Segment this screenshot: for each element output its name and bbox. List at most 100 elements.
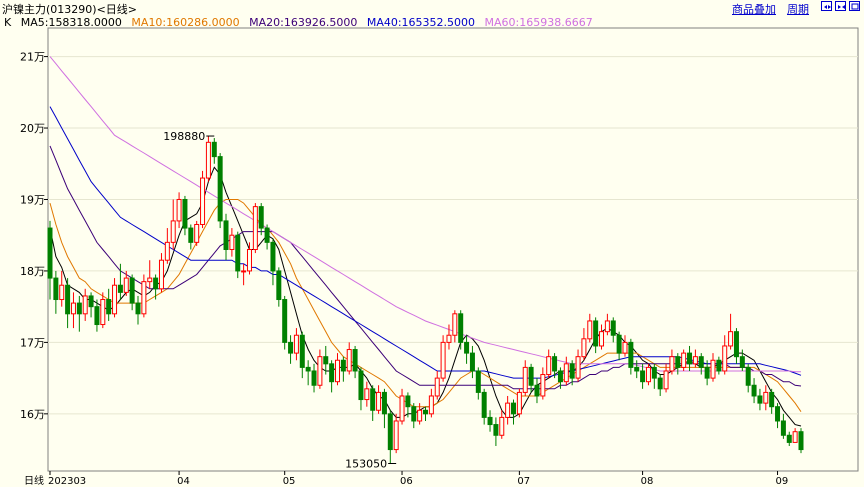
- candle: [751, 378, 757, 404]
- candle-body-up: [587, 320, 593, 340]
- candle-body-down: [780, 420, 786, 436]
- candle: [581, 328, 587, 361]
- candle: [481, 388, 487, 425]
- candle-body-up: [70, 302, 76, 315]
- candle: [440, 335, 446, 382]
- candle-body-up: [604, 320, 610, 333]
- candle: [780, 413, 786, 439]
- candles: [47, 136, 804, 464]
- candle: [47, 220, 53, 300]
- candle-body-down: [258, 206, 264, 229]
- high-price-label: 198880: [163, 130, 205, 143]
- chart-title: 沪镍主力(013290)<日线>: [2, 3, 138, 16]
- candle: [792, 428, 798, 443]
- candle-body-down: [282, 299, 288, 343]
- candle-body-up: [393, 420, 399, 451]
- candle-body-down: [745, 366, 751, 386]
- candle: [769, 388, 775, 414]
- candle-body-down: [235, 234, 241, 272]
- ma-line-ma10: [49, 199, 802, 412]
- candle-body-down: [464, 341, 470, 354]
- ma-line-ma60: [49, 56, 801, 373]
- candle: [692, 349, 698, 368]
- candle: [722, 335, 728, 375]
- candle-body-up: [434, 377, 440, 397]
- candle: [657, 374, 663, 396]
- zoom-out-icon[interactable]: [821, 1, 832, 11]
- commodity-overlay-button[interactable]: 商品叠加: [732, 3, 776, 16]
- x-tick-label: 04: [177, 476, 190, 487]
- candle-body-down: [634, 366, 640, 372]
- candle-body-down: [757, 395, 763, 404]
- candle: [716, 356, 722, 375]
- candle: [65, 278, 71, 329]
- candle-body-up: [194, 223, 200, 243]
- candle: [698, 353, 704, 375]
- candle: [516, 388, 522, 418]
- candle: [798, 428, 804, 454]
- candle-body-up: [505, 402, 511, 418]
- candle-body-up: [82, 295, 88, 315]
- candle-body-down: [264, 227, 270, 243]
- grid-lines: [47, 27, 859, 472]
- candle: [123, 270, 129, 296]
- candle: [141, 274, 147, 318]
- candle: [593, 317, 599, 354]
- candle-body-down: [640, 370, 646, 383]
- candle-body-down: [534, 384, 540, 397]
- period-button[interactable]: 周期: [787, 3, 809, 16]
- candle-body-up: [176, 198, 182, 222]
- candle: [129, 274, 135, 311]
- candle-body-down: [76, 302, 82, 315]
- candle-body-up: [417, 409, 423, 422]
- candle: [651, 363, 657, 389]
- candle-body-down: [704, 366, 710, 379]
- candle-body-up: [364, 388, 370, 401]
- candle: [775, 403, 781, 429]
- candle: [681, 349, 687, 371]
- fullscreen-icon[interactable]: [849, 1, 860, 11]
- candle-body-down: [610, 320, 616, 336]
- candle-body-down: [769, 391, 775, 408]
- candle-body-up: [499, 416, 505, 436]
- x-tick-label: 06: [400, 476, 413, 487]
- zoom-in-icon[interactable]: [835, 1, 846, 11]
- candle-body-down: [129, 277, 135, 304]
- candle: [733, 328, 739, 364]
- candle-body-down: [387, 413, 393, 451]
- candle-body-down: [593, 320, 599, 347]
- candle: [346, 342, 352, 375]
- candle: [329, 360, 335, 393]
- candle: [405, 392, 411, 418]
- candle-body-down: [405, 395, 411, 408]
- candle: [522, 360, 528, 396]
- y-tick-label: 17万: [20, 336, 45, 349]
- candle: [534, 378, 540, 404]
- ma10-value: MA10:160286.0000: [131, 16, 240, 29]
- candle: [569, 360, 575, 386]
- candle: [763, 385, 769, 411]
- candle: [305, 360, 311, 386]
- candle: [552, 353, 558, 379]
- candle-body-up: [376, 391, 382, 411]
- candle: [229, 228, 235, 257]
- candle: [364, 381, 370, 407]
- candle-body-up: [669, 356, 675, 372]
- y-tick-label: 19万: [20, 193, 45, 206]
- candle-body-down: [481, 391, 487, 418]
- candle: [505, 395, 511, 425]
- candle-body-down: [411, 406, 417, 422]
- candle-body-down: [475, 370, 481, 393]
- candle-body-down: [182, 198, 188, 229]
- x-tick-label: 07: [517, 476, 530, 487]
- candle: [205, 136, 211, 182]
- ma20-value: MA20:163926.5000: [249, 16, 358, 29]
- ma-line-ma40: [49, 106, 802, 379]
- candle-body-up: [446, 334, 452, 343]
- candle-body-down: [628, 341, 634, 368]
- candle-body-up: [581, 338, 587, 358]
- candle: [352, 345, 358, 379]
- candle-body-up: [681, 352, 687, 368]
- candle: [94, 299, 100, 332]
